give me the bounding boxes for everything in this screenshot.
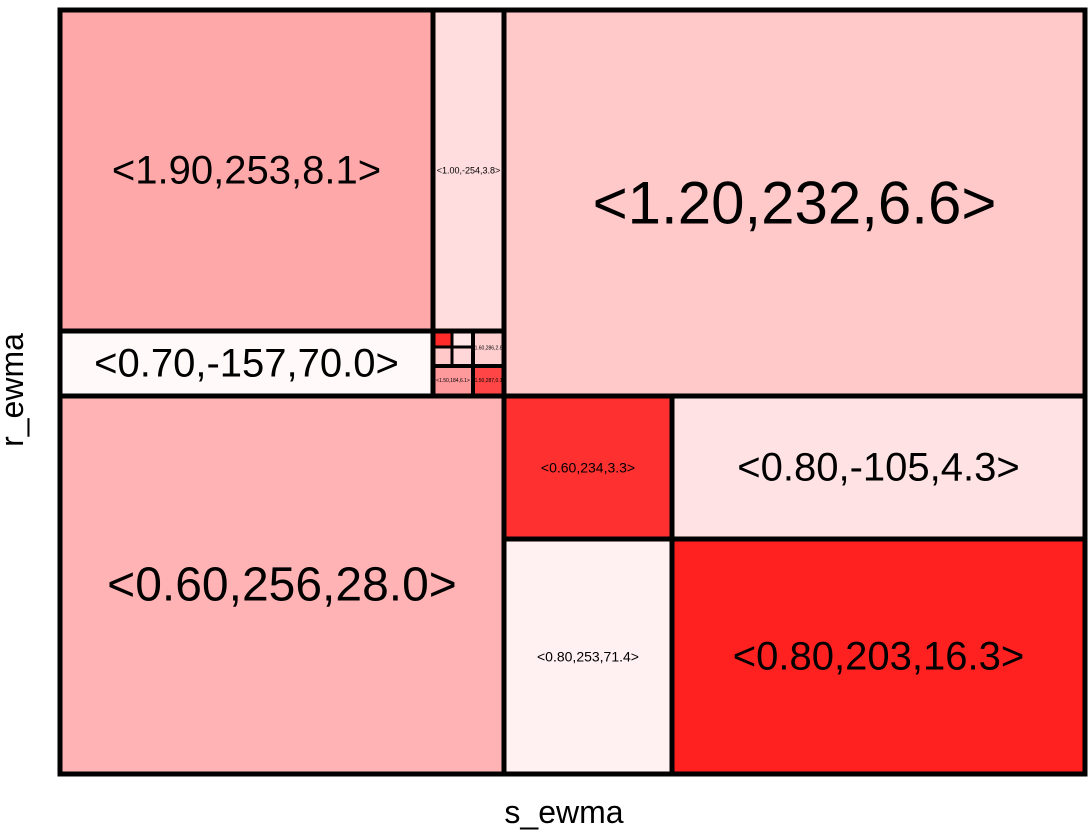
treemap-cell-label: <0.80,203,16.3> — [733, 635, 1024, 679]
treemap-cell-rect — [432, 365, 474, 397]
treemap-cell-label: <0.80,-105,4.3> — [737, 446, 1019, 490]
treemap-cell: <0.70,-157,70.0> — [59, 330, 434, 397]
treemap-cell: <1.20,232,6.6> — [503, 9, 1086, 397]
treemap-cell: <0.60,256,28.0> — [59, 395, 505, 775]
treemap-cells: <1.90,253,8.1> <1.00,-254,3.8> <1.20,232,6… — [59, 9, 1086, 775]
treemap-cell-rect — [59, 9, 434, 332]
treemap-cell: <0.80,203,16.3> — [671, 538, 1086, 775]
treemap-cell-rect — [671, 538, 1086, 775]
treemap-cell: <0.80,-105,4.3> — [671, 395, 1086, 540]
treemap-cell-label: <1.50,184,6.1> — [436, 378, 470, 384]
treemap-cell: <0.60,234,3.3> — [503, 395, 673, 540]
treemap-cell-rect — [432, 346, 453, 367]
treemap-dividers — [57, 7, 1088, 777]
treemap-cell-rect — [432, 9, 505, 332]
treemap-cell — [451, 346, 474, 367]
treemap-cell: <1.90,253,8.1> — [59, 9, 434, 332]
treemap-cell-rect — [503, 538, 673, 775]
treemap-cell-label: <0.80,253,71.4> — [537, 649, 639, 665]
treemap-cell — [432, 346, 453, 367]
treemap-cell-label: <0.60,256,28.0> — [107, 559, 457, 612]
treemap-cell-label: <1.60,286,2.8> — [472, 346, 506, 352]
treemap-cell: <0.80,253,71.4> — [503, 538, 673, 775]
treemap-cell: <1.50,287,0.1> — [472, 365, 506, 397]
treemap-cell-label: <1.50,287,0.1> — [472, 378, 506, 384]
x-axis-label: s_ewma — [504, 794, 623, 830]
treemap-cell: <1.60,286,2.8> — [472, 330, 506, 367]
treemap-cell-label: <1.20,232,6.6> — [593, 170, 997, 237]
treemap-cell: <1.00,-254,3.8> — [432, 9, 505, 332]
treemap-cell-label: <1.00,-254,3.8> — [437, 166, 501, 176]
treemap-cell-label: <0.70,-157,70.0> — [94, 342, 399, 386]
treemap-cell-rect — [671, 395, 1086, 540]
treemap-cell-rect — [59, 395, 505, 775]
treemap-cell: <1.50,184,6.1> — [432, 365, 474, 397]
treemap-cell-label: <1.90,253,8.1> — [112, 149, 381, 193]
treemap-cell-label: <0.60,234,3.3> — [541, 460, 635, 476]
treemap-cell-rect — [451, 346, 474, 367]
y-axis-label: r_ewma — [0, 333, 30, 447]
